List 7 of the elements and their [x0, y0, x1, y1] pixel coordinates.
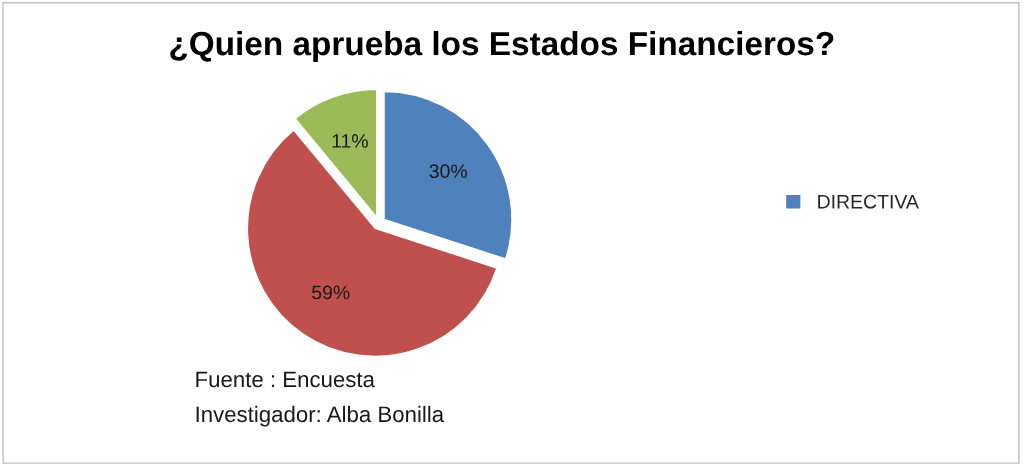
legend-label: DIRECTIVA — [818, 194, 919, 209]
data-label: 11% — [332, 134, 368, 148]
data-label: 30% — [429, 164, 467, 179]
text: Investigador: Alba Bonilla — [196, 405, 445, 427]
source-note: Fuente : Encuesta — [196, 371, 375, 388]
data-label: 59% — [312, 285, 350, 300]
chart-title: ¿Quien aprueba los Estados Financieros? — [170, 30, 834, 63]
